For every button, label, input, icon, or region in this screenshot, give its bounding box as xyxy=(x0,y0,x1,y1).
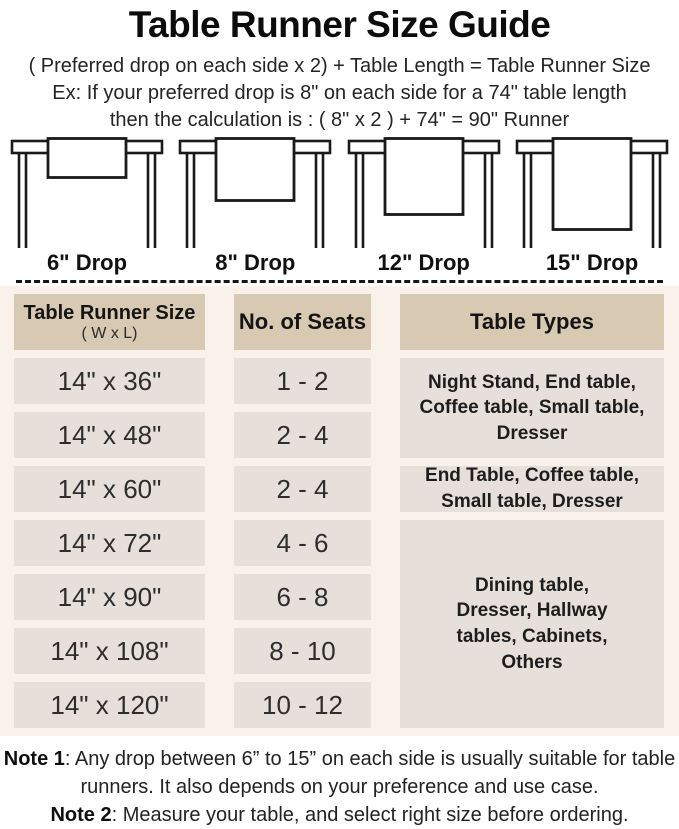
seats-cell: 10 - 12 xyxy=(234,682,371,728)
col-header-size: Table Runner Size ( W x L) xyxy=(14,294,205,350)
table-drop-figure-15: 15" Drop xyxy=(514,137,670,276)
drop-label: 8" Drop xyxy=(215,250,296,275)
types-cell-small-tables: Night Stand, End table, Coffee table, Sm… xyxy=(400,358,664,458)
size-guide-table-section: Table Runner Size ( W x L) No. of Seats … xyxy=(0,286,679,736)
size-cell: 14" x 48" xyxy=(14,412,205,458)
table-drop-figure-6: 6" Drop xyxy=(9,137,165,276)
note-1-label: Note 1 xyxy=(3,748,65,770)
note-1-text: : Any drop between 6” to 15” on each sid… xyxy=(64,748,676,798)
table-runner-8-drop-diagram xyxy=(179,137,332,248)
drop-illustrations: 6" Drop 8" Drop 12" Drop 15" Drop xyxy=(0,134,679,276)
drop-label: 6" Drop xyxy=(46,250,128,275)
page-title: Table Runner Size Guide xyxy=(128,4,551,45)
formula-text: ( Preferred drop on each side x 2) + Tab… xyxy=(28,55,651,77)
col-header-seats: No. of Seats xyxy=(234,294,371,350)
seats-cell: 1 - 2 xyxy=(234,358,371,404)
seats-cell: 2 - 4 xyxy=(234,412,371,458)
header-section: Table Runner Size Guide ( Preferred drop… xyxy=(0,0,679,134)
note-2: Note 2: Measure your table, and select r… xyxy=(2,801,677,829)
footnotes: Note 1: Any drop between 6” to 15” on ea… xyxy=(0,736,679,829)
col-header-types-title: Table Types xyxy=(470,309,594,334)
size-cell: 14" x 60" xyxy=(14,466,205,512)
table-runner-12-drop-diagram xyxy=(347,137,500,248)
size-guide-table: Table Runner Size ( W x L) No. of Seats … xyxy=(14,294,665,728)
col-header-seats-title: No. of Seats xyxy=(238,309,367,334)
table-runner-15-drop-diagram xyxy=(515,137,669,248)
col-header-types: Table Types xyxy=(400,294,664,350)
col-header-size-title: Table Runner Size xyxy=(23,301,196,324)
types-text: End Table, Coffee table, Small table, Dr… xyxy=(425,465,639,512)
table-runner-6-drop-diagram xyxy=(10,137,164,248)
table-drop-figure-8: 8" Drop xyxy=(177,137,333,276)
size-cell: 14" x 90" xyxy=(14,574,205,620)
seats-cell: 8 - 10 xyxy=(234,628,371,674)
types-cell-medium-tables: End Table, Coffee table, Small table, Dr… xyxy=(400,465,664,512)
drop-label: 15" Drop xyxy=(545,250,639,275)
drop-label: 12" Drop xyxy=(377,250,470,275)
note-2-text: : Measure your table, and select right s… xyxy=(111,804,629,826)
table-drop-figure-12: 12" Drop xyxy=(346,137,502,276)
size-cell: 14" x 120" xyxy=(14,682,205,728)
size-cell: 14" x 108" xyxy=(14,628,205,674)
size-cell: 14" x 36" xyxy=(14,358,205,404)
seats-cell: 6 - 8 xyxy=(234,574,371,620)
note-1: Note 1: Any drop between 6” to 15” on ea… xyxy=(2,745,677,801)
seats-cell: 4 - 6 xyxy=(234,520,371,566)
col-header-size-subtitle: ( W x L) xyxy=(81,324,138,342)
size-cell: 14" x 72" xyxy=(14,520,205,566)
example-line-2: then the calculation is : ( 8" x 2 ) + 7… xyxy=(109,109,570,131)
types-text: Night Stand, End table, Coffee table, Sm… xyxy=(419,371,645,444)
seats-cell: 2 - 4 xyxy=(234,466,371,512)
note-2-label: Note 2 xyxy=(50,804,112,826)
example-line-1: Ex: If your preferred drop is 8" on each… xyxy=(52,82,627,104)
types-cell-large-tables: Dining table, Dresser, Hallway tables, C… xyxy=(400,520,664,728)
dashed-divider xyxy=(16,280,663,283)
types-text: Dining table, Dresser, Hallway tables, C… xyxy=(456,574,608,673)
